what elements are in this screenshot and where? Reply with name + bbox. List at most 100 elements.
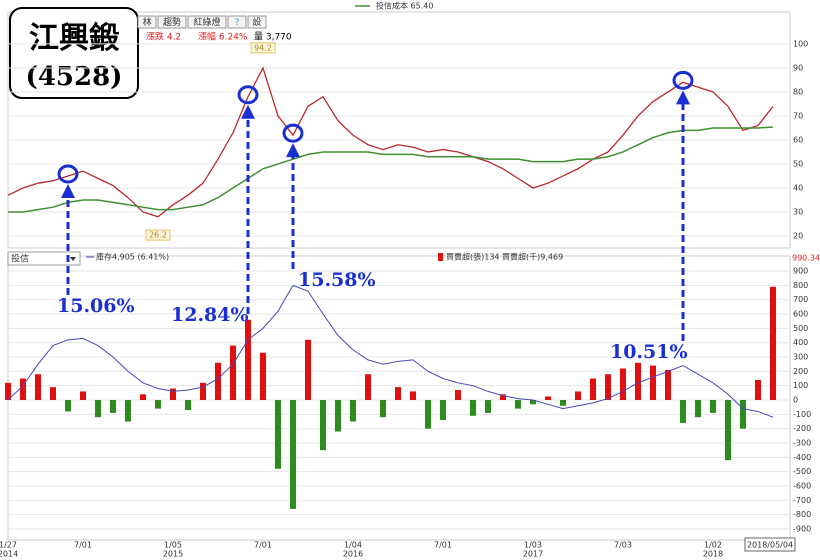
annotation-circle [282,123,304,143]
y-tick-label: 60 [793,135,803,144]
flow-bar [590,378,596,401]
flow-bar [155,400,161,409]
toolbar-button[interactable] [137,15,157,29]
y-tick-label: 50 [793,159,803,168]
flow-bar [410,391,416,401]
toolbar-button[interactable] [227,15,247,29]
toolbar-button[interactable] [157,15,187,29]
selector-arrow [70,257,76,261]
flow-bar [335,400,341,432]
flow-bar [260,352,266,401]
legend-swatch [438,253,443,261]
stock-code: (4528) [26,62,123,92]
annotation: 10.51% [610,341,688,363]
flow-bar [635,362,641,401]
flow-bar [95,400,101,418]
x-tick-label: 7/01 [254,541,272,550]
x-tick-label: 1/27 [0,541,17,550]
annotation: 15.58% [298,269,376,291]
flow-bar [710,400,716,413]
flow-bar [650,365,656,401]
annotation-circle [672,70,694,90]
y-tick-label: -200 [793,424,811,433]
x-tick-label: 1/03 [524,541,542,550]
series-line [8,126,774,213]
flow-bar [725,400,731,461]
y-tick-label: 70 [793,111,803,120]
flow-bar [350,400,356,422]
flow-bar [500,394,506,401]
y-tick-label: 20 [793,231,803,240]
flow-bar [455,389,461,401]
toolbar-label: 林 [142,16,151,28]
flow-bar [380,400,386,418]
flow-bar [545,396,551,401]
flow-bar [170,388,176,401]
flow-bar [365,374,371,401]
price-change: 漲跌 4.2 [146,32,181,43]
x-tick-label: 7/01 [434,541,452,550]
flow-bar [50,387,56,401]
flow-bar [560,400,566,406]
y-tick-label: 300 [793,353,808,362]
y-tick-label: 900 [793,267,808,276]
flow-bar [620,368,626,401]
flow-bar [20,378,26,401]
annotation: 12.84% [171,304,249,326]
y-tick-label: -700 [793,496,811,505]
toolbar-label: 趨勢 [163,16,181,28]
flow-bar [215,362,221,401]
flow-bar [305,339,311,401]
y-tick-label: -800 [793,510,811,519]
arrow-head [676,90,690,105]
flow-bar [35,374,41,401]
y-tick-label: 80 [793,87,803,96]
flow-bar [125,400,131,422]
arrow-head [286,143,300,158]
selector-label: 投信 [11,253,29,265]
flow-bar [575,391,581,401]
flow-bar [65,400,71,412]
annotation-circle [57,164,79,184]
y-tick-label: 400 [793,338,808,347]
x-tick-label: 7/01 [74,541,92,550]
price-flag [145,229,171,241]
price-change-pct: 漲幅 6.24% [198,31,248,43]
title: 江興鍛 [29,21,120,56]
arrow-head [241,104,255,119]
price-panel [7,11,791,249]
flow-bar [185,400,191,411]
flow-bar [245,319,251,401]
flow-bar [110,400,116,413]
flow-bar [770,286,776,401]
flow-bar [395,387,401,401]
y-tick-label: 100 [793,39,808,48]
last-date-box [744,537,796,552]
flow-bar [695,400,701,418]
legend-label: 庫存4,905 (6.41%) [96,252,169,262]
legend-label: 買賣超(張)134 買賣超(千)9,469 [446,252,563,262]
flow-bar [275,400,281,469]
x-tick-label: 7/03 [614,541,632,550]
flow-bar [440,400,446,421]
y-tick-label: 700 [793,295,808,304]
flow-bar [200,382,206,401]
flow-bar [140,394,146,401]
volume: 量 3,770 [254,32,292,43]
x-tick-year: 2018 [703,550,723,559]
series-line [7,284,774,418]
x-tick-label: 1/02 [704,541,722,550]
toolbar-button[interactable] [187,15,227,29]
flow-bar [485,400,491,413]
flow-bar [605,374,611,401]
selector[interactable] [7,251,81,266]
y-tick-label: 600 [793,310,808,319]
toolbar-label: 設 [252,16,261,28]
y-tick-label: -300 [793,438,811,447]
toolbar-button[interactable] [247,15,267,29]
x-tick-year: 2017 [523,550,543,559]
x-tick-label: 1/05 [164,541,182,550]
y-tick-label: -100 [793,410,811,419]
flow-bar [680,400,686,423]
